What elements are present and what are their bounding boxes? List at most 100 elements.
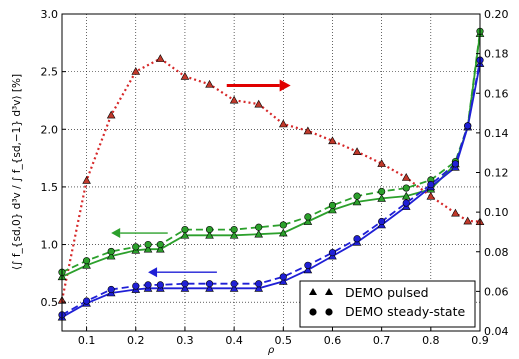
data-point bbox=[352, 147, 362, 156]
x-axis-label: ρ bbox=[268, 345, 275, 356]
data-point bbox=[463, 216, 473, 225]
data-point bbox=[303, 265, 313, 274]
y-axis-left: 0.5 1.0 1.5 2.0 2.5 3.0 bbox=[41, 8, 66, 309]
data-point bbox=[378, 217, 386, 226]
data-point bbox=[378, 187, 386, 196]
markers-group bbox=[57, 27, 485, 321]
data-point bbox=[328, 136, 337, 145]
data-point bbox=[106, 251, 116, 260]
data-point bbox=[278, 119, 288, 128]
data-point bbox=[106, 110, 116, 119]
series-line-0 bbox=[62, 57, 480, 301]
data-point bbox=[328, 205, 337, 214]
data-point bbox=[229, 95, 239, 104]
data-point bbox=[401, 173, 411, 181]
legend: DEMO pulsed DEMO steady-state bbox=[299, 280, 476, 328]
data-point bbox=[156, 281, 164, 289]
data-point bbox=[229, 230, 239, 239]
data-point bbox=[353, 235, 361, 243]
data-point bbox=[82, 260, 91, 269]
data-point bbox=[144, 281, 152, 289]
series-group bbox=[62, 31, 480, 318]
series-line-3 bbox=[62, 63, 480, 318]
data-point bbox=[328, 249, 337, 257]
data-point bbox=[82, 176, 91, 184]
data-point bbox=[180, 71, 190, 80]
y-right-tick-label: 0.04 bbox=[484, 325, 509, 338]
x-tick-label: 0.7 bbox=[373, 334, 391, 347]
data-point bbox=[304, 213, 312, 221]
data-point bbox=[304, 261, 312, 269]
data-point bbox=[377, 194, 386, 202]
data-point bbox=[205, 79, 214, 88]
series-markers-1 bbox=[57, 29, 485, 281]
x-tick-label: 0.2 bbox=[127, 334, 145, 347]
data-point bbox=[254, 283, 264, 292]
annotation-arrows bbox=[111, 79, 291, 278]
data-point bbox=[451, 160, 460, 168]
data-point bbox=[377, 159, 386, 167]
data-point bbox=[205, 280, 214, 288]
legend-label-steady-state: DEMO steady-state bbox=[345, 304, 465, 319]
series-markers-4 bbox=[58, 56, 484, 319]
data-point bbox=[451, 208, 460, 217]
series-markers-0 bbox=[57, 54, 485, 304]
y-right-tick-label: 0.08 bbox=[484, 246, 509, 259]
legend-marker-circle bbox=[309, 308, 333, 316]
legend-label-pulsed: DEMO pulsed bbox=[345, 285, 429, 300]
data-point bbox=[181, 225, 189, 234]
y-right-tick-label: 0.20 bbox=[484, 8, 509, 21]
data-point bbox=[402, 199, 410, 207]
x-tick-label: 0.6 bbox=[324, 334, 342, 347]
data-point bbox=[278, 228, 288, 237]
data-point bbox=[328, 201, 337, 209]
data-point bbox=[131, 67, 141, 75]
x-tick-label: 0.5 bbox=[275, 334, 293, 347]
data-point bbox=[352, 197, 362, 206]
data-point bbox=[229, 283, 239, 292]
data-point bbox=[303, 126, 313, 135]
data-point bbox=[82, 297, 91, 305]
y-left-tick-label: 0.5 bbox=[41, 296, 59, 309]
data-point bbox=[426, 191, 436, 200]
y-axis-right: 0.04 0.06 0.08 0.10 0.12 0.14 0.16 0.18 0.20 bbox=[476, 8, 509, 338]
data-point bbox=[180, 230, 190, 239]
annotation-arrow-head-0 bbox=[279, 79, 291, 92]
data-point bbox=[254, 99, 264, 108]
y-right-tick-label: 0.10 bbox=[484, 206, 509, 219]
y-left-tick-label: 1.5 bbox=[41, 181, 59, 194]
series-markers-2 bbox=[58, 27, 484, 276]
x-tick-label: 0.4 bbox=[225, 334, 243, 347]
annotation-arrow-head-2 bbox=[148, 267, 158, 278]
data-point bbox=[205, 225, 214, 234]
data-point bbox=[144, 240, 152, 249]
data-point bbox=[255, 223, 263, 231]
data-point bbox=[279, 273, 287, 281]
data-point bbox=[427, 181, 435, 189]
y-right-tick-label: 0.18 bbox=[484, 48, 509, 61]
x-tick-label: 0.1 bbox=[78, 334, 96, 347]
data-point bbox=[205, 230, 214, 239]
data-point bbox=[180, 283, 190, 292]
data-point bbox=[156, 54, 165, 62]
y-right-tick-label: 0.14 bbox=[484, 127, 509, 140]
annotation-arrow-head-1 bbox=[111, 228, 121, 239]
data-point bbox=[464, 122, 472, 130]
grid-lines bbox=[62, 13, 481, 331]
x-tick-label: 0.8 bbox=[422, 334, 440, 347]
y-left-tick-label: 1.0 bbox=[41, 239, 59, 252]
data-point bbox=[401, 191, 411, 200]
data-point bbox=[278, 277, 288, 285]
data-point bbox=[156, 244, 165, 253]
y-axis-label-left: ⟨∫ f_{sd,0} d³v / ∫ f_{sd,−1} d³v⟩ [%] bbox=[11, 74, 23, 270]
data-point bbox=[230, 280, 238, 288]
data-point bbox=[230, 225, 238, 234]
data-point bbox=[402, 184, 410, 192]
y-left-tick-label: 2.0 bbox=[41, 123, 59, 136]
data-point bbox=[255, 280, 263, 288]
data-point bbox=[205, 283, 214, 292]
data-point bbox=[82, 257, 91, 265]
y-left-tick-label: 3.0 bbox=[41, 8, 59, 21]
x-tick-label: 0.3 bbox=[176, 334, 194, 347]
